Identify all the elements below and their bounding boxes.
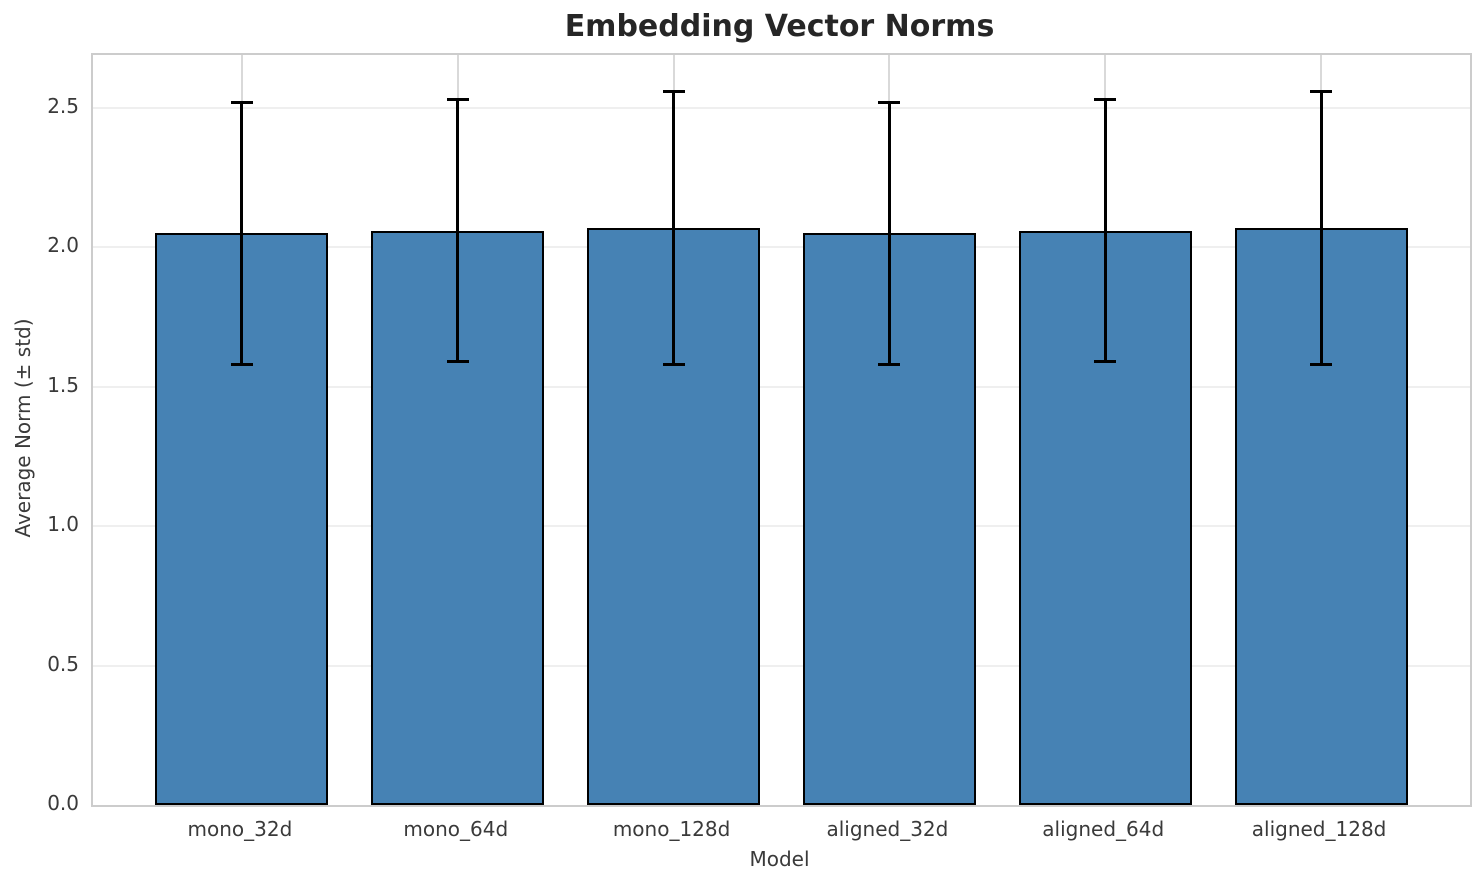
error-bar-cap-top bbox=[446, 98, 469, 102]
plot-area bbox=[91, 53, 1472, 807]
error-bar-cap-bottom bbox=[446, 360, 469, 364]
error-bar-cap-top bbox=[230, 100, 253, 104]
error-bar-cap-bottom bbox=[662, 362, 685, 366]
error-bar-line bbox=[1103, 99, 1107, 362]
error-bar-line bbox=[456, 99, 460, 362]
x-tick-label: mono_32d bbox=[187, 817, 293, 841]
y-tick-label: 2.5 bbox=[47, 93, 79, 118]
error-bar-line bbox=[240, 102, 244, 365]
error-bar-line bbox=[887, 102, 891, 365]
y-tick-label: 2.0 bbox=[47, 233, 79, 258]
error-bar-cap-top bbox=[878, 100, 901, 104]
x-tick-label: mono_128d bbox=[612, 817, 731, 841]
error-bar-cap-top bbox=[1310, 89, 1333, 93]
y-tick-label: 1.5 bbox=[47, 372, 79, 397]
y-tick-label: 1.0 bbox=[47, 512, 79, 537]
x-tick-label: aligned_32d bbox=[826, 817, 949, 841]
error-bar-cap-bottom bbox=[1310, 362, 1333, 366]
h-gridline bbox=[93, 106, 1470, 109]
x-tick-label: mono_64d bbox=[403, 817, 509, 841]
x-tick-label: aligned_64d bbox=[1042, 817, 1165, 841]
error-bar-cap-bottom bbox=[1094, 360, 1117, 364]
error-bar-line bbox=[1319, 91, 1323, 365]
y-tick-label: 0.0 bbox=[47, 791, 79, 815]
error-bar-cap-bottom bbox=[878, 362, 901, 366]
h-gridline bbox=[93, 664, 1470, 667]
error-bar-cap-top bbox=[1094, 98, 1117, 102]
error-bar-cap-top bbox=[662, 89, 685, 93]
x-axis-label: Model bbox=[749, 847, 810, 871]
h-gridline bbox=[93, 246, 1470, 249]
h-gridline bbox=[93, 525, 1470, 528]
x-tick-label: aligned_128d bbox=[1251, 817, 1387, 841]
y-tick-label: 0.5 bbox=[47, 651, 79, 676]
error-bar-cap-bottom bbox=[230, 362, 253, 366]
y-axis-label: Average Norm (± std) bbox=[11, 318, 35, 538]
error-bar-line bbox=[672, 91, 676, 365]
chart-title: Embedding Vector Norms bbox=[564, 9, 995, 44]
h-gridline bbox=[93, 385, 1470, 388]
